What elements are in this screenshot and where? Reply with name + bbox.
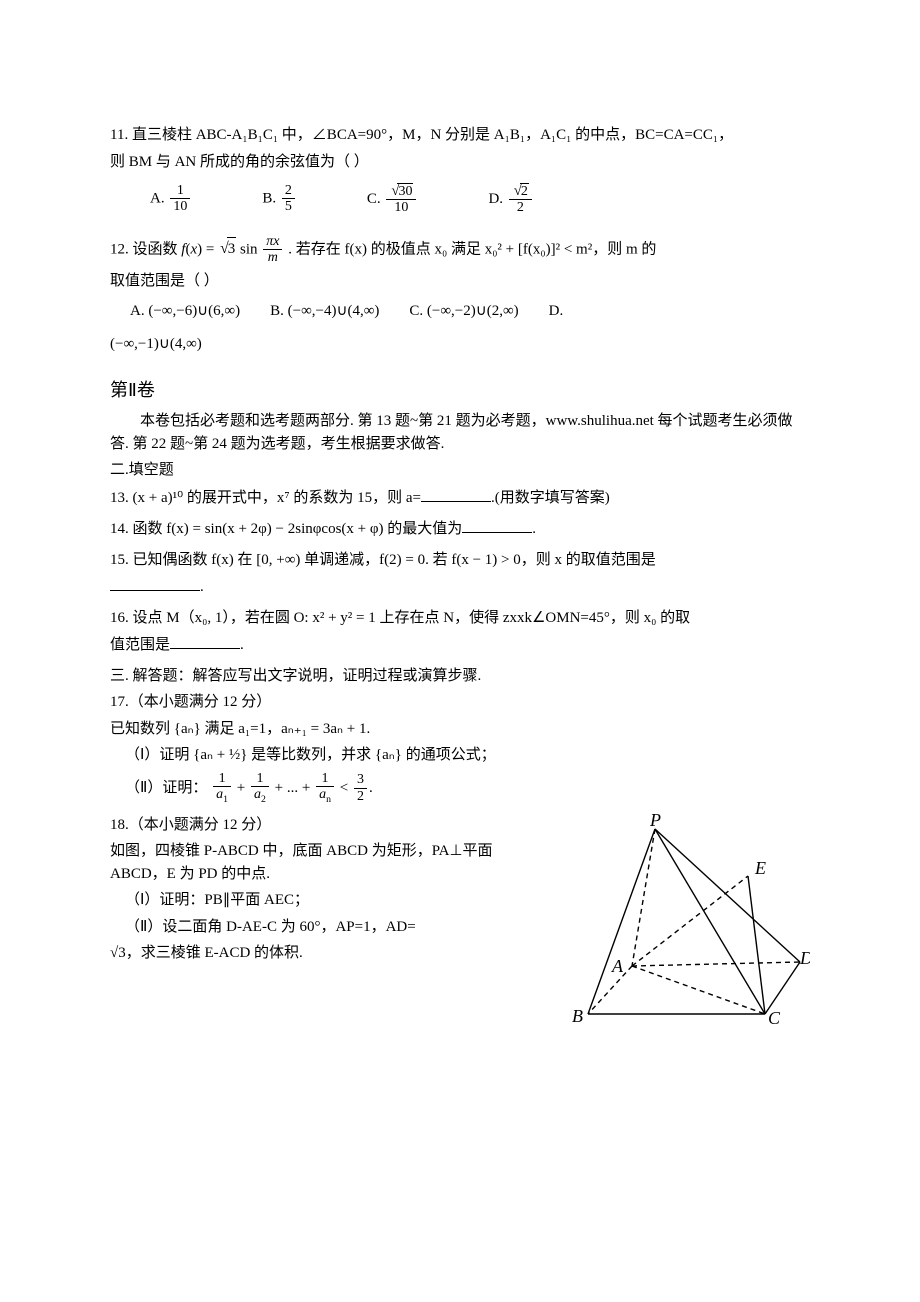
q17-part2: （Ⅱ）证明： 1a1 + 1a2 + ... + 1an < 32. <box>125 771 810 806</box>
q12-option-a: A. (−∞,−6)∪(6,∞) <box>130 300 240 323</box>
q17-title: 17.（本小题满分 12 分） <box>110 691 810 714</box>
figure-label-p: P <box>649 814 661 830</box>
figure-label-d: D <box>799 948 810 968</box>
figure-label-a: A <box>611 956 624 976</box>
q12-stem-line2: 取值范围是（ ） <box>110 270 810 293</box>
q12-option-d-value: (−∞,−1)∪(4,∞) <box>110 333 810 356</box>
q11-option-d: D. 22 <box>488 183 533 216</box>
q12-options: A. (−∞,−6)∪(6,∞) B. (−∞,−4)∪(4,∞) C. (−∞… <box>130 300 810 323</box>
question-14: 14. 函数 f(x) = sin(x + 2φ) − 2sinφcos(x +… <box>110 517 810 541</box>
q14-blank <box>462 517 532 533</box>
q11-option-a: A. 110 <box>150 183 192 216</box>
q15-blank <box>110 575 200 591</box>
q12-option-d-label: D. <box>549 300 564 323</box>
q11-options: A. 110 B. 25 C. 3010 D. 22 <box>150 183 810 216</box>
figure-label-b: B <box>572 1006 583 1024</box>
question-12: 12. 设函数 f(x) = 3 sin πxm . 若存在 f(x) 的极值点… <box>110 234 810 355</box>
question-15: 15. 已知偶函数 f(x) 在 [0, +∞) 单调递减，f(2) = 0. … <box>110 549 810 599</box>
figure-label-c: C <box>768 1008 781 1024</box>
q11-stem-line1: 11. 直三棱柱 ABC-A₁B₁C₁ 中，∠BCA=90°，M，N 分别是 A… <box>110 124 810 147</box>
q17-part1: （Ⅰ）证明 {aₙ + ½} 是等比数列，并求 {aₙ} 的通项公式； <box>125 744 810 767</box>
question-17: 17.（本小题满分 12 分） 已知数列 {aₙ} 满足 a₁=1，aₙ₊₁ =… <box>110 691 810 805</box>
part2-description: 本卷包括必考题和选考题两部分. 第 13 题~第 21 题为必考题，www.sh… <box>110 410 810 455</box>
q12-option-b: B. (−∞,−4)∪(4,∞) <box>270 300 379 323</box>
q11-option-c: C. 3010 <box>367 183 419 216</box>
figure-label-e: E <box>754 858 766 878</box>
question-18: P E A B C D 18.（本小题满分 12 分） 如图，四棱锥 P-ABC… <box>110 814 810 1024</box>
question-11: 11. 直三棱柱 ABC-A₁B₁C₁ 中，∠BCA=90°，M，N 分别是 A… <box>110 124 810 216</box>
q12-option-c: C. (−∞,−2)∪(2,∞) <box>409 300 518 323</box>
part2-title: 第Ⅱ卷 <box>110 377 810 404</box>
q17-stem: 已知数列 {aₙ} 满足 a₁=1，aₙ₊₁ = 3aₙ + 1. <box>110 718 810 741</box>
question-13: 13. (x + a)¹⁰ 的展开式中，x⁷ 的系数为 15，则 a=.(用数字… <box>110 486 810 510</box>
section-2-title: 二.填空题 <box>110 459 810 482</box>
q11-stem-line2: 则 BM 与 AN 所成的角的余弦值为（ ） <box>110 151 810 174</box>
q13-blank <box>421 486 491 502</box>
q16-blank <box>170 633 240 649</box>
question-16: 16. 设点 M（x₀, 1），若在圆 O: x² + y² = 1 上存在点 … <box>110 607 810 657</box>
q12-stem-line1: 12. 设函数 f(x) = 3 sin πxm . 若存在 f(x) 的极值点… <box>110 234 810 266</box>
q11-option-b: B. 25 <box>262 183 297 216</box>
pyramid-figure: P E A B C D <box>550 814 810 1024</box>
section-3-title: 三. 解答题：解答应写出文字说明，证明过程或演算步骤. <box>110 665 810 688</box>
